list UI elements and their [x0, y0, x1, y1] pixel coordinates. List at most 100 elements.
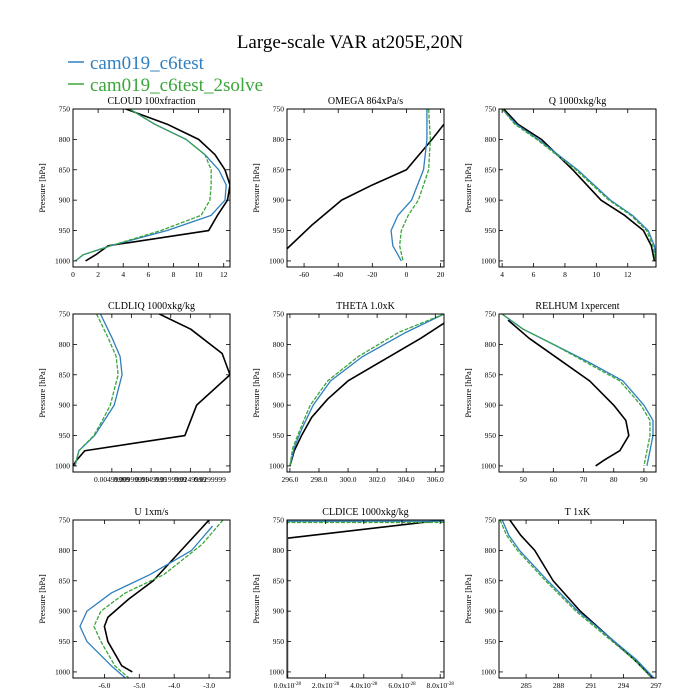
series-group: [287, 520, 444, 678]
x-tick-exponent: -28: [371, 682, 378, 687]
x-tick-label: 296.0: [281, 475, 298, 484]
series-line-cam019_c6test_2solve: [75, 109, 212, 262]
panel-7: U 1xm/s 750 800 850 900 950 1000 -6.0 -5.0 -4.0 -3…: [37, 507, 231, 690]
x-tick-label: 80: [610, 475, 618, 484]
series-line-cam019_c6test_2solve: [501, 109, 656, 262]
panel-title: RELHUM 1xpercent: [535, 301, 619, 312]
series-line-cam019_c6test: [289, 314, 444, 467]
y-tick-label: 950: [59, 226, 71, 235]
series-group: [75, 109, 230, 262]
x-tick-label: 10: [593, 270, 601, 279]
series-line-cam019_c6test: [74, 314, 123, 467]
series-line-cam019_c6test: [501, 314, 654, 467]
y-tick-label: 900: [485, 196, 497, 205]
plot-frame: [498, 108, 657, 268]
x-tick-exponent: -28: [409, 682, 416, 687]
series-line-reference: [103, 520, 210, 673]
panel-4: CLDLIQ 1000xkg/kg 750 800 850 900 950 1000 0.00…: [37, 301, 231, 484]
y-tick-label: 750: [485, 516, 497, 525]
legend-label-1: cam019_c6test: [90, 53, 205, 74]
y-axis-label: Pressure [hPa]: [37, 163, 47, 213]
y-tick-label: 950: [273, 637, 285, 646]
y-axis-label: Pressure [hPa]: [463, 163, 473, 213]
x-tick-base: 0.0x10: [274, 681, 295, 690]
x-tick-label: 70: [580, 475, 588, 484]
series-group: [501, 314, 654, 467]
y-tick-label: 950: [485, 431, 497, 440]
y-tick-label: 950: [273, 226, 285, 235]
y-axis-label: Pressure [hPa]: [463, 574, 473, 624]
y-tick-label: 850: [273, 370, 285, 379]
y-tick-label: 900: [485, 401, 497, 410]
y-axis-label: Pressure [hPa]: [463, 368, 473, 418]
y-tick-label: 1000: [269, 461, 284, 470]
y-tick-label: 800: [485, 340, 497, 349]
panel-title: THETA 1.0xK: [336, 301, 395, 312]
series-line-cam019_c6test: [501, 109, 656, 261]
y-axis-label: Pressure [hPa]: [251, 368, 261, 418]
x-tick-label: 20: [437, 270, 445, 279]
plot-frame: [498, 519, 657, 679]
plot-frame: [72, 108, 231, 268]
y-tick-label: 900: [59, 607, 71, 616]
y-tick-label: 800: [273, 546, 285, 555]
y-axis-label: Pressure [hPa]: [251, 163, 261, 213]
x-tick-label: 90: [640, 475, 648, 484]
x-tick-label: 2.0x10-28: [312, 681, 340, 690]
x-tick-label: 6: [532, 270, 536, 279]
panel-title: Q 1000xkg/kg: [549, 96, 607, 107]
y-tick-label: 800: [273, 135, 285, 144]
x-tick-label: 60: [550, 475, 558, 484]
y-tick-label: 850: [59, 165, 71, 174]
x-tick-label: 304.0: [398, 475, 415, 484]
x-tick-exponent: -28: [447, 682, 454, 687]
series-line-reference: [287, 520, 444, 678]
x-tick-label: 6: [146, 270, 150, 279]
panel-title: CLDICE 1000xkg/kg: [322, 507, 408, 518]
series-group: [79, 520, 224, 678]
x-tick-label: 306.0: [427, 475, 444, 484]
x-tick-label: 12: [624, 270, 632, 279]
legend: cam019_c6test cam019_c6test_2solve: [68, 53, 263, 96]
y-tick-label: 750: [273, 105, 285, 114]
x-tick-label: 0.0249999: [174, 475, 206, 484]
x-tick-label: 297: [650, 681, 662, 690]
panel-title: OMEGA 864xPa/s: [328, 96, 403, 107]
y-tick-label: 800: [59, 135, 71, 144]
series-line-cam019_c6test: [79, 525, 214, 678]
x-tick-base: 8.0x10: [427, 681, 448, 690]
y-tick-label: 1000: [269, 256, 284, 265]
x-tick-label: 298.0: [311, 475, 328, 484]
y-tick-label: 950: [59, 431, 71, 440]
x-tick-label: 0.0149999: [135, 475, 167, 484]
y-tick-label: 850: [485, 165, 497, 174]
x-tick-label: 2: [96, 270, 100, 279]
x-tick-label: -20: [367, 270, 377, 279]
x-tick-base: 2.0x10: [312, 681, 333, 690]
figure-title: Large-scale VAR at205E,20N: [237, 32, 464, 53]
y-tick-label: 950: [273, 431, 285, 440]
panel-title: T 1xK: [565, 507, 591, 518]
x-tick-label: -3.0: [203, 681, 215, 690]
y-tick-label: 900: [59, 196, 71, 205]
y-tick-label: 800: [59, 546, 71, 555]
panel-2: OMEGA 864xPa/s 750 800 850 900 950 1000 -60 -40 -…: [251, 96, 445, 279]
panel-8: CLDICE 1000xkg/kg 750 800 850 900 950 1000 0.0x…: [251, 507, 454, 690]
x-tick-label: 0.0299999: [194, 475, 226, 484]
y-tick-label: 850: [59, 576, 71, 585]
y-tick-label: 800: [485, 135, 497, 144]
plot-frame: [286, 519, 445, 679]
panel-9: T 1xK 750 800 850 900 950 1000 285 288 291 294 297 P…: [463, 507, 662, 690]
y-tick-label: 850: [273, 165, 285, 174]
x-tick-label: 8: [172, 270, 176, 279]
x-tick-label: 8: [563, 270, 567, 279]
series-line-cam019_c6test: [501, 520, 655, 678]
x-tick-label: 10: [195, 270, 203, 279]
x-tick-label: -4.0: [168, 681, 180, 690]
y-tick-label: 950: [485, 226, 497, 235]
x-tick-label: 4.0x10-28: [350, 681, 378, 690]
x-tick-label: 294: [618, 681, 630, 690]
x-tick-base: 6.0x10: [388, 681, 409, 690]
y-tick-label: 750: [273, 310, 285, 319]
series-group: [73, 314, 230, 467]
